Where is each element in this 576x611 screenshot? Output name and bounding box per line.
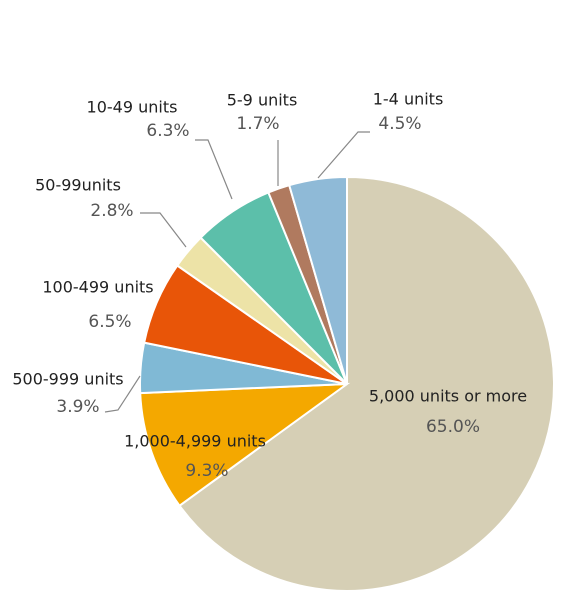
leader-line <box>317 131 370 179</box>
slice-value: 3.9% <box>56 397 99 417</box>
leader-line <box>195 139 233 200</box>
slice-label: 500-999 units <box>12 370 123 389</box>
slice-label: 100-499 units <box>42 278 153 297</box>
slice-label: 10-49 units <box>87 98 178 117</box>
slice-value: 6.3% <box>146 121 189 141</box>
slice-value: 9.3% <box>185 461 228 481</box>
slice-label: 5-9 units <box>227 91 298 110</box>
slice-label: 1,000-4,999 units <box>124 432 266 451</box>
slice-label: 1-4 units <box>373 90 444 109</box>
slice-label: 5,000 units or more <box>369 387 527 406</box>
slice-value: 2.8% <box>90 201 133 221</box>
slice-value: 6.5% <box>88 312 131 332</box>
slice-value: 65.0% <box>426 417 480 437</box>
slice-value: 1.7% <box>236 114 279 134</box>
pie-slice <box>178 175 555 592</box>
pie-slice <box>139 382 351 508</box>
slice-value: 4.5% <box>378 114 421 134</box>
leader-line <box>140 212 187 248</box>
pie-slice <box>288 175 348 385</box>
slice-label: 50-99units <box>35 176 121 195</box>
leader-line <box>104 375 141 413</box>
